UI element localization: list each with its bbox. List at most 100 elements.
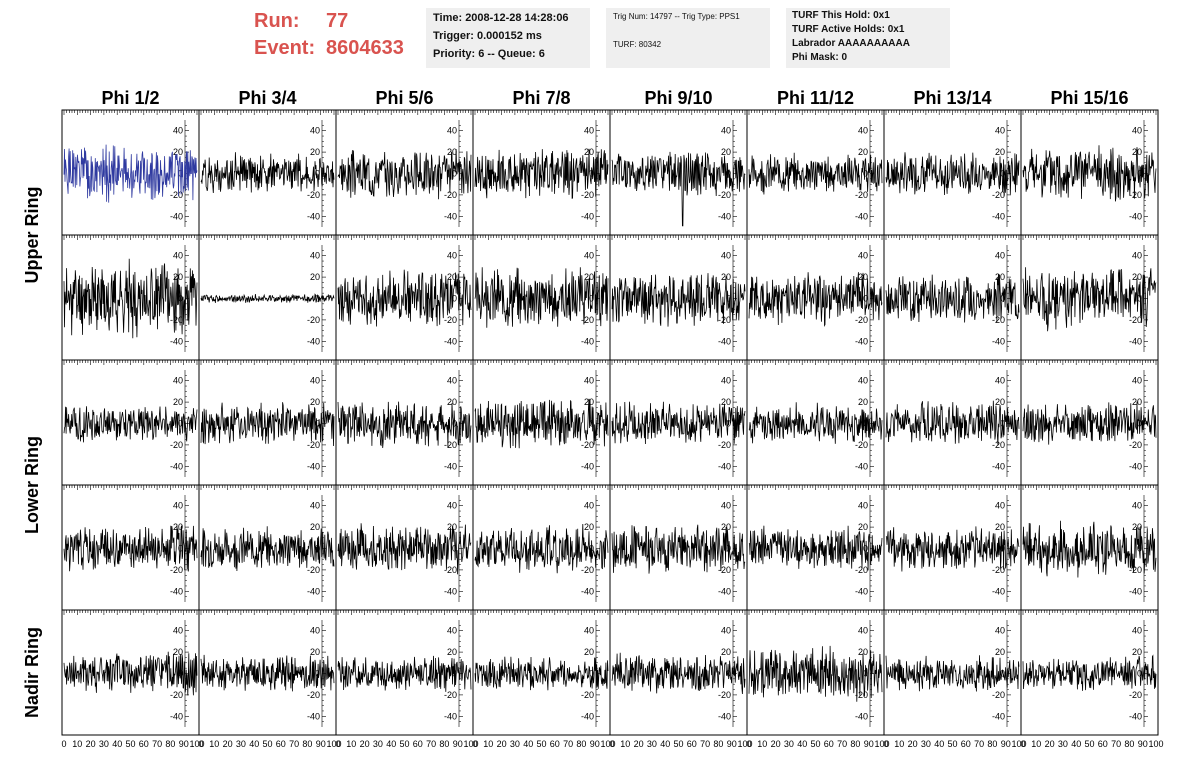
y-tick-label: 40 [858, 126, 868, 136]
y-tick-label: 20 [173, 647, 183, 657]
x-tick-label: 40 [797, 739, 807, 749]
y-tick-label: -40 [855, 211, 868, 221]
x-tick-label: 40 [660, 739, 670, 749]
x-tick-label: 80 [713, 739, 723, 749]
waveform-trace [337, 269, 472, 327]
x-tick-label: 40 [386, 739, 396, 749]
y-tick-label: 40 [858, 251, 868, 261]
y-tick-label: 0 [452, 294, 457, 304]
y-tick-label: -40 [1129, 711, 1142, 721]
waveform-trace [200, 654, 335, 692]
trigger-line: Trigger: 0.000152 ms [433, 30, 542, 42]
y-tick-label: -20 [170, 690, 183, 700]
y-tick-label: 40 [995, 501, 1005, 511]
x-tick-label: 100 [1148, 739, 1163, 749]
waveform-trace [200, 152, 335, 194]
x-tick-label: 30 [647, 739, 657, 749]
labrador-line: Labrador AAAAAAAAAA [792, 38, 910, 49]
y-tick-label: -40 [307, 461, 320, 471]
waveform-trace [337, 401, 472, 449]
y-tick-label: 0 [315, 294, 320, 304]
turf-active-line: TURF Active Holds: 0x1 [792, 24, 905, 35]
waveform-trace [748, 525, 883, 571]
y-tick-label: -20 [170, 565, 183, 575]
y-tick-label: 20 [310, 272, 320, 282]
x-tick-label: 90 [179, 739, 189, 749]
waveform-trace [885, 274, 1020, 323]
x-tick-label: 80 [1124, 739, 1134, 749]
y-tick-label: 20 [1132, 647, 1142, 657]
x-tick-label: 80 [987, 739, 997, 749]
y-tick-label: 0 [1137, 669, 1142, 679]
x-tick-label: 0 [335, 739, 340, 749]
time-info-box: Time: 2008-12-28 14:28:06 Trigger: 0.000… [426, 8, 590, 68]
y-tick-label: -40 [855, 586, 868, 596]
y-tick-label: -40 [170, 461, 183, 471]
y-tick-label: -20 [581, 690, 594, 700]
y-tick-label: -20 [581, 565, 594, 575]
waveform-trace [1022, 267, 1157, 332]
x-tick-label: 70 [563, 739, 573, 749]
x-tick-label: 0 [198, 739, 203, 749]
waveform-trace [63, 525, 198, 572]
waveform-trace [611, 652, 746, 695]
y-tick-label: -20 [855, 315, 868, 325]
y-tick-label: -20 [855, 190, 868, 200]
y-tick-label: 40 [995, 126, 1005, 136]
y-tick-label: -40 [992, 336, 1005, 346]
y-tick-label: -40 [718, 336, 731, 346]
y-tick-label: 0 [178, 419, 183, 429]
y-tick-label: 20 [310, 522, 320, 532]
y-tick-label: 0 [1000, 294, 1005, 304]
y-tick-label: -40 [444, 336, 457, 346]
x-tick-label: 90 [590, 739, 600, 749]
y-tick-label: 40 [1132, 626, 1142, 636]
y-tick-label: -20 [718, 190, 731, 200]
waveform-trace [611, 151, 746, 227]
y-tick-label: 20 [447, 647, 457, 657]
x-tick-label: 0 [883, 739, 888, 749]
waveform-trace [885, 152, 1020, 197]
y-tick-label: 0 [452, 419, 457, 429]
y-tick-label: -20 [1129, 315, 1142, 325]
y-tick-label: -40 [581, 336, 594, 346]
x-tick-label: 0 [746, 739, 751, 749]
y-tick-label: 40 [310, 376, 320, 386]
column-title: Phi 15/16 [1050, 88, 1128, 108]
y-tick-label: 20 [584, 272, 594, 282]
waveform-trace [63, 144, 198, 203]
waveform-trace [200, 402, 335, 447]
x-tick-label: 40 [934, 739, 944, 749]
x-tick-label: 20 [497, 739, 507, 749]
x-tick-label: 10 [346, 739, 356, 749]
y-tick-label: -20 [1129, 690, 1142, 700]
x-tick-label: 90 [1001, 739, 1011, 749]
y-tick-label: 40 [721, 626, 731, 636]
y-tick-label: -20 [444, 315, 457, 325]
x-tick-label: 30 [373, 739, 383, 749]
x-tick-label: 10 [1031, 739, 1041, 749]
y-tick-label: -20 [444, 440, 457, 450]
y-tick-label: 40 [1132, 501, 1142, 511]
x-tick-label: 0 [1020, 739, 1025, 749]
waveform-trace [748, 402, 883, 444]
y-tick-label: -40 [992, 461, 1005, 471]
y-tick-label: 40 [447, 626, 457, 636]
x-tick-label: 70 [974, 739, 984, 749]
waveform-trace [611, 524, 746, 574]
waveform-trace [748, 152, 883, 195]
y-tick-label: -20 [718, 440, 731, 450]
waveform-trace [748, 645, 883, 702]
y-tick-label: -20 [718, 690, 731, 700]
turf-info-box: TURF This Hold: 0x1 TURF Active Holds: 0… [786, 8, 950, 68]
x-tick-label: 90 [316, 739, 326, 749]
run-value-text: 77 [326, 10, 349, 32]
column-title: Phi 7/8 [512, 88, 570, 108]
y-tick-label: 40 [858, 501, 868, 511]
y-tick-label: -40 [718, 211, 731, 221]
x-tick-label: 80 [850, 739, 860, 749]
y-tick-label: -20 [581, 315, 594, 325]
y-tick-label: 40 [310, 626, 320, 636]
y-tick-label: -40 [581, 711, 594, 721]
x-tick-label: 100 [874, 739, 889, 749]
